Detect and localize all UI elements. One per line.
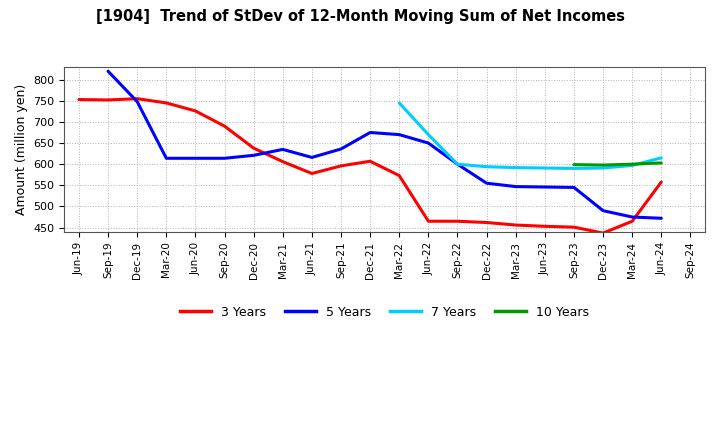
Y-axis label: Amount (million yen): Amount (million yen) (15, 84, 28, 215)
Text: [1904]  Trend of StDev of 12-Month Moving Sum of Net Incomes: [1904] Trend of StDev of 12-Month Moving… (96, 9, 624, 24)
Legend: 3 Years, 5 Years, 7 Years, 10 Years: 3 Years, 5 Years, 7 Years, 10 Years (175, 301, 595, 324)
